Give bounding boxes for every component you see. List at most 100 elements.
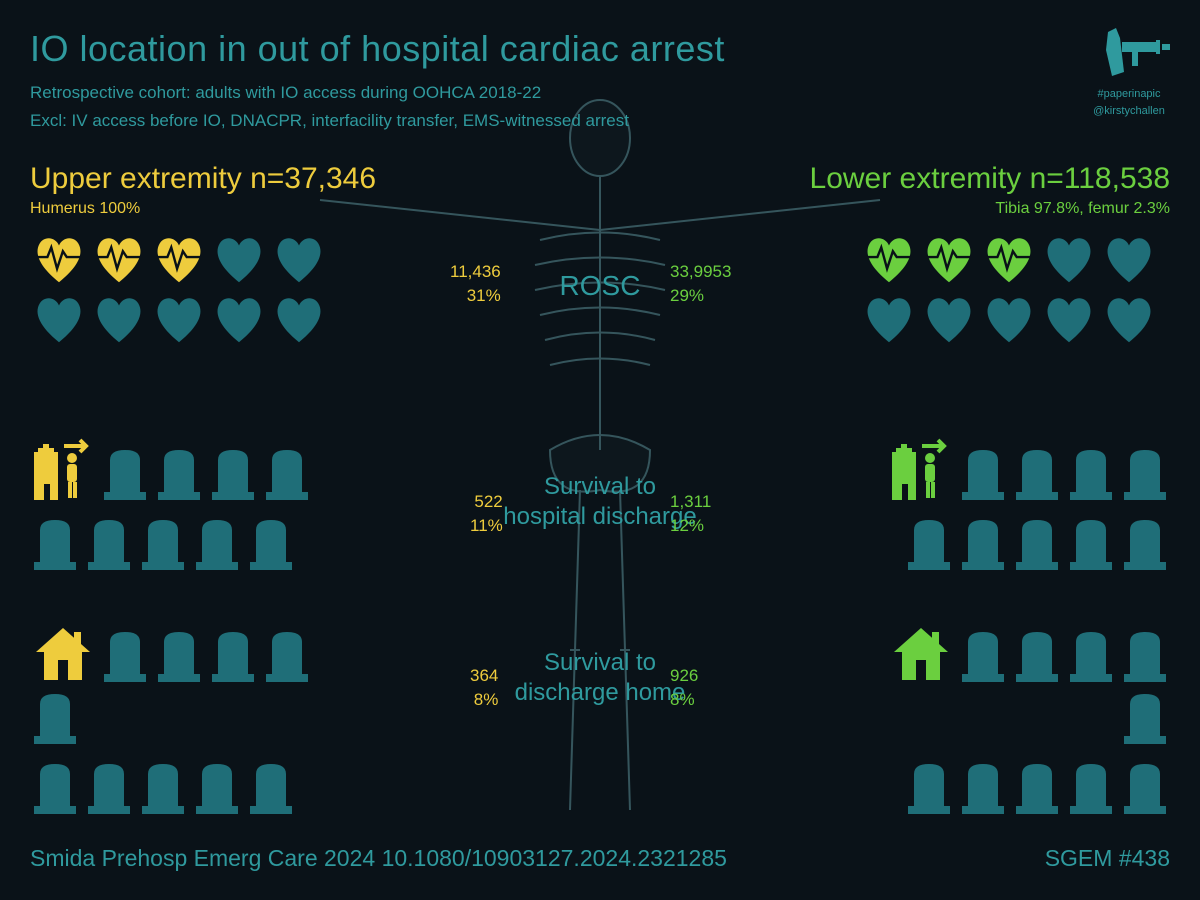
lower-rosc-hearts [860,230,1170,348]
gravestone-icon [1120,516,1170,574]
gravestone-icon [1120,760,1170,818]
upper-home-pictogram [30,620,360,818]
heart-icon [90,230,148,288]
heart-icon [1100,290,1158,348]
episode: SGEM #438 [1045,845,1170,872]
heart-icon [1100,230,1158,288]
heart-icon [1040,230,1098,288]
upper-disch-value: 522 11% [470,490,503,538]
lower-rosc-pct: 29% [670,284,731,308]
heart-icon [210,230,268,288]
lower-disch-pictogram [870,438,1170,574]
subtitle-1: Retrospective cohort: adults with IO acc… [30,80,725,106]
gravestone-icon [208,446,258,504]
lower-home-pictogram [840,620,1170,818]
gravestone-icon [84,760,134,818]
hospital-discharge-icon [30,438,96,504]
heart-icon [90,290,148,348]
lower-rosc-value: 33,9953 29% [670,260,731,308]
lower-home-pct: 8% [670,688,698,712]
gravestone-icon [192,516,242,574]
io-gun-icon [1086,20,1172,80]
gravestone-icon [1120,446,1170,504]
gravestone-icon [154,446,204,504]
gravestone-icon [84,516,134,574]
gravestone-icon [154,628,204,686]
gravestone-icon [1066,446,1116,504]
lower-title: Lower extremity n=118,538 [810,162,1170,196]
upper-home-n: 364 [470,664,498,688]
gravestone-icon [958,760,1008,818]
header: IO location in out of hospital cardiac a… [30,28,725,133]
gravestone-icon [100,446,150,504]
heart-icon [150,230,208,288]
gravestone-icon [1066,516,1116,574]
gravestone-icon [30,760,80,818]
gravestone-icon [1012,516,1062,574]
heart-icon [210,290,268,348]
upper-rosc-n: 11,436 [450,260,501,284]
upper-home-pct: 8% [470,688,498,712]
upper-disch-pct: 11% [470,514,503,538]
upper-disch-n: 522 [470,490,503,514]
gravestone-icon [208,628,258,686]
gravestone-icon [1066,760,1116,818]
house-icon [888,620,954,686]
gravestone-icon [138,760,188,818]
gravestone-icon [958,516,1008,574]
lower-home-n: 926 [670,664,698,688]
gravestone-icon [30,516,80,574]
citation: Smida Prehosp Emerg Care 2024 10.1080/10… [30,845,727,872]
heart-icon [150,290,208,348]
gravestone-icon [1120,628,1170,686]
upper-rosc-pct: 31% [450,284,501,308]
lower-disch-pct: 12% [670,514,711,538]
heart-icon [30,230,88,288]
heart-icon [860,230,918,288]
house-icon [30,620,96,686]
lower-disch-n: 1,311 [670,490,711,514]
gravestone-icon [30,690,80,748]
gravestone-icon [192,760,242,818]
heart-icon [30,290,88,348]
page-title: IO location in out of hospital cardiac a… [30,28,725,70]
heart-icon [860,290,918,348]
handle: @kirstychallen [1086,104,1172,119]
upper-rosc-hearts [30,230,340,348]
hospital-discharge-icon [888,438,954,504]
heart-icon [1040,290,1098,348]
lower-disch-value: 1,311 12% [670,490,711,538]
gravestone-icon [1012,760,1062,818]
gravestone-icon [138,516,188,574]
heart-icon [920,290,978,348]
upper-disch-pictogram [30,438,330,574]
heart-icon [980,290,1038,348]
lower-home-value: 926 8% [670,664,698,712]
footer: Smida Prehosp Emerg Care 2024 10.1080/10… [30,845,1170,872]
gravestone-icon [904,760,954,818]
upper-extremity-label: Upper extremity n=37,346 Humerus 100% [30,162,376,218]
gravestone-icon [1066,628,1116,686]
heart-icon [270,290,328,348]
gravestone-icon [1012,628,1062,686]
gravestone-icon [1120,690,1170,748]
gravestone-icon [958,628,1008,686]
heart-icon [270,230,328,288]
subtitle-2: Excl: IV access before IO, DNACPR, inter… [30,108,725,134]
upper-rosc-value: 11,436 31% [450,260,501,308]
lower-sub: Tibia 97.8%, femur 2.3% [810,200,1170,218]
gravestone-icon [904,516,954,574]
gravestone-icon [100,628,150,686]
gravestone-icon [1012,446,1062,504]
gravestone-icon [262,628,312,686]
heart-icon [980,230,1038,288]
gravestone-icon [958,446,1008,504]
gravestone-icon [262,446,312,504]
lower-extremity-label: Lower extremity n=118,538 Tibia 97.8%, f… [810,162,1170,218]
upper-home-value: 364 8% [470,664,498,712]
hashtag: #paperinapic [1086,87,1172,102]
logo-block: #paperinapic @kirstychallen [1086,20,1172,120]
upper-sub: Humerus 100% [30,200,376,218]
gravestone-icon [246,516,296,574]
gravestone-icon [246,760,296,818]
